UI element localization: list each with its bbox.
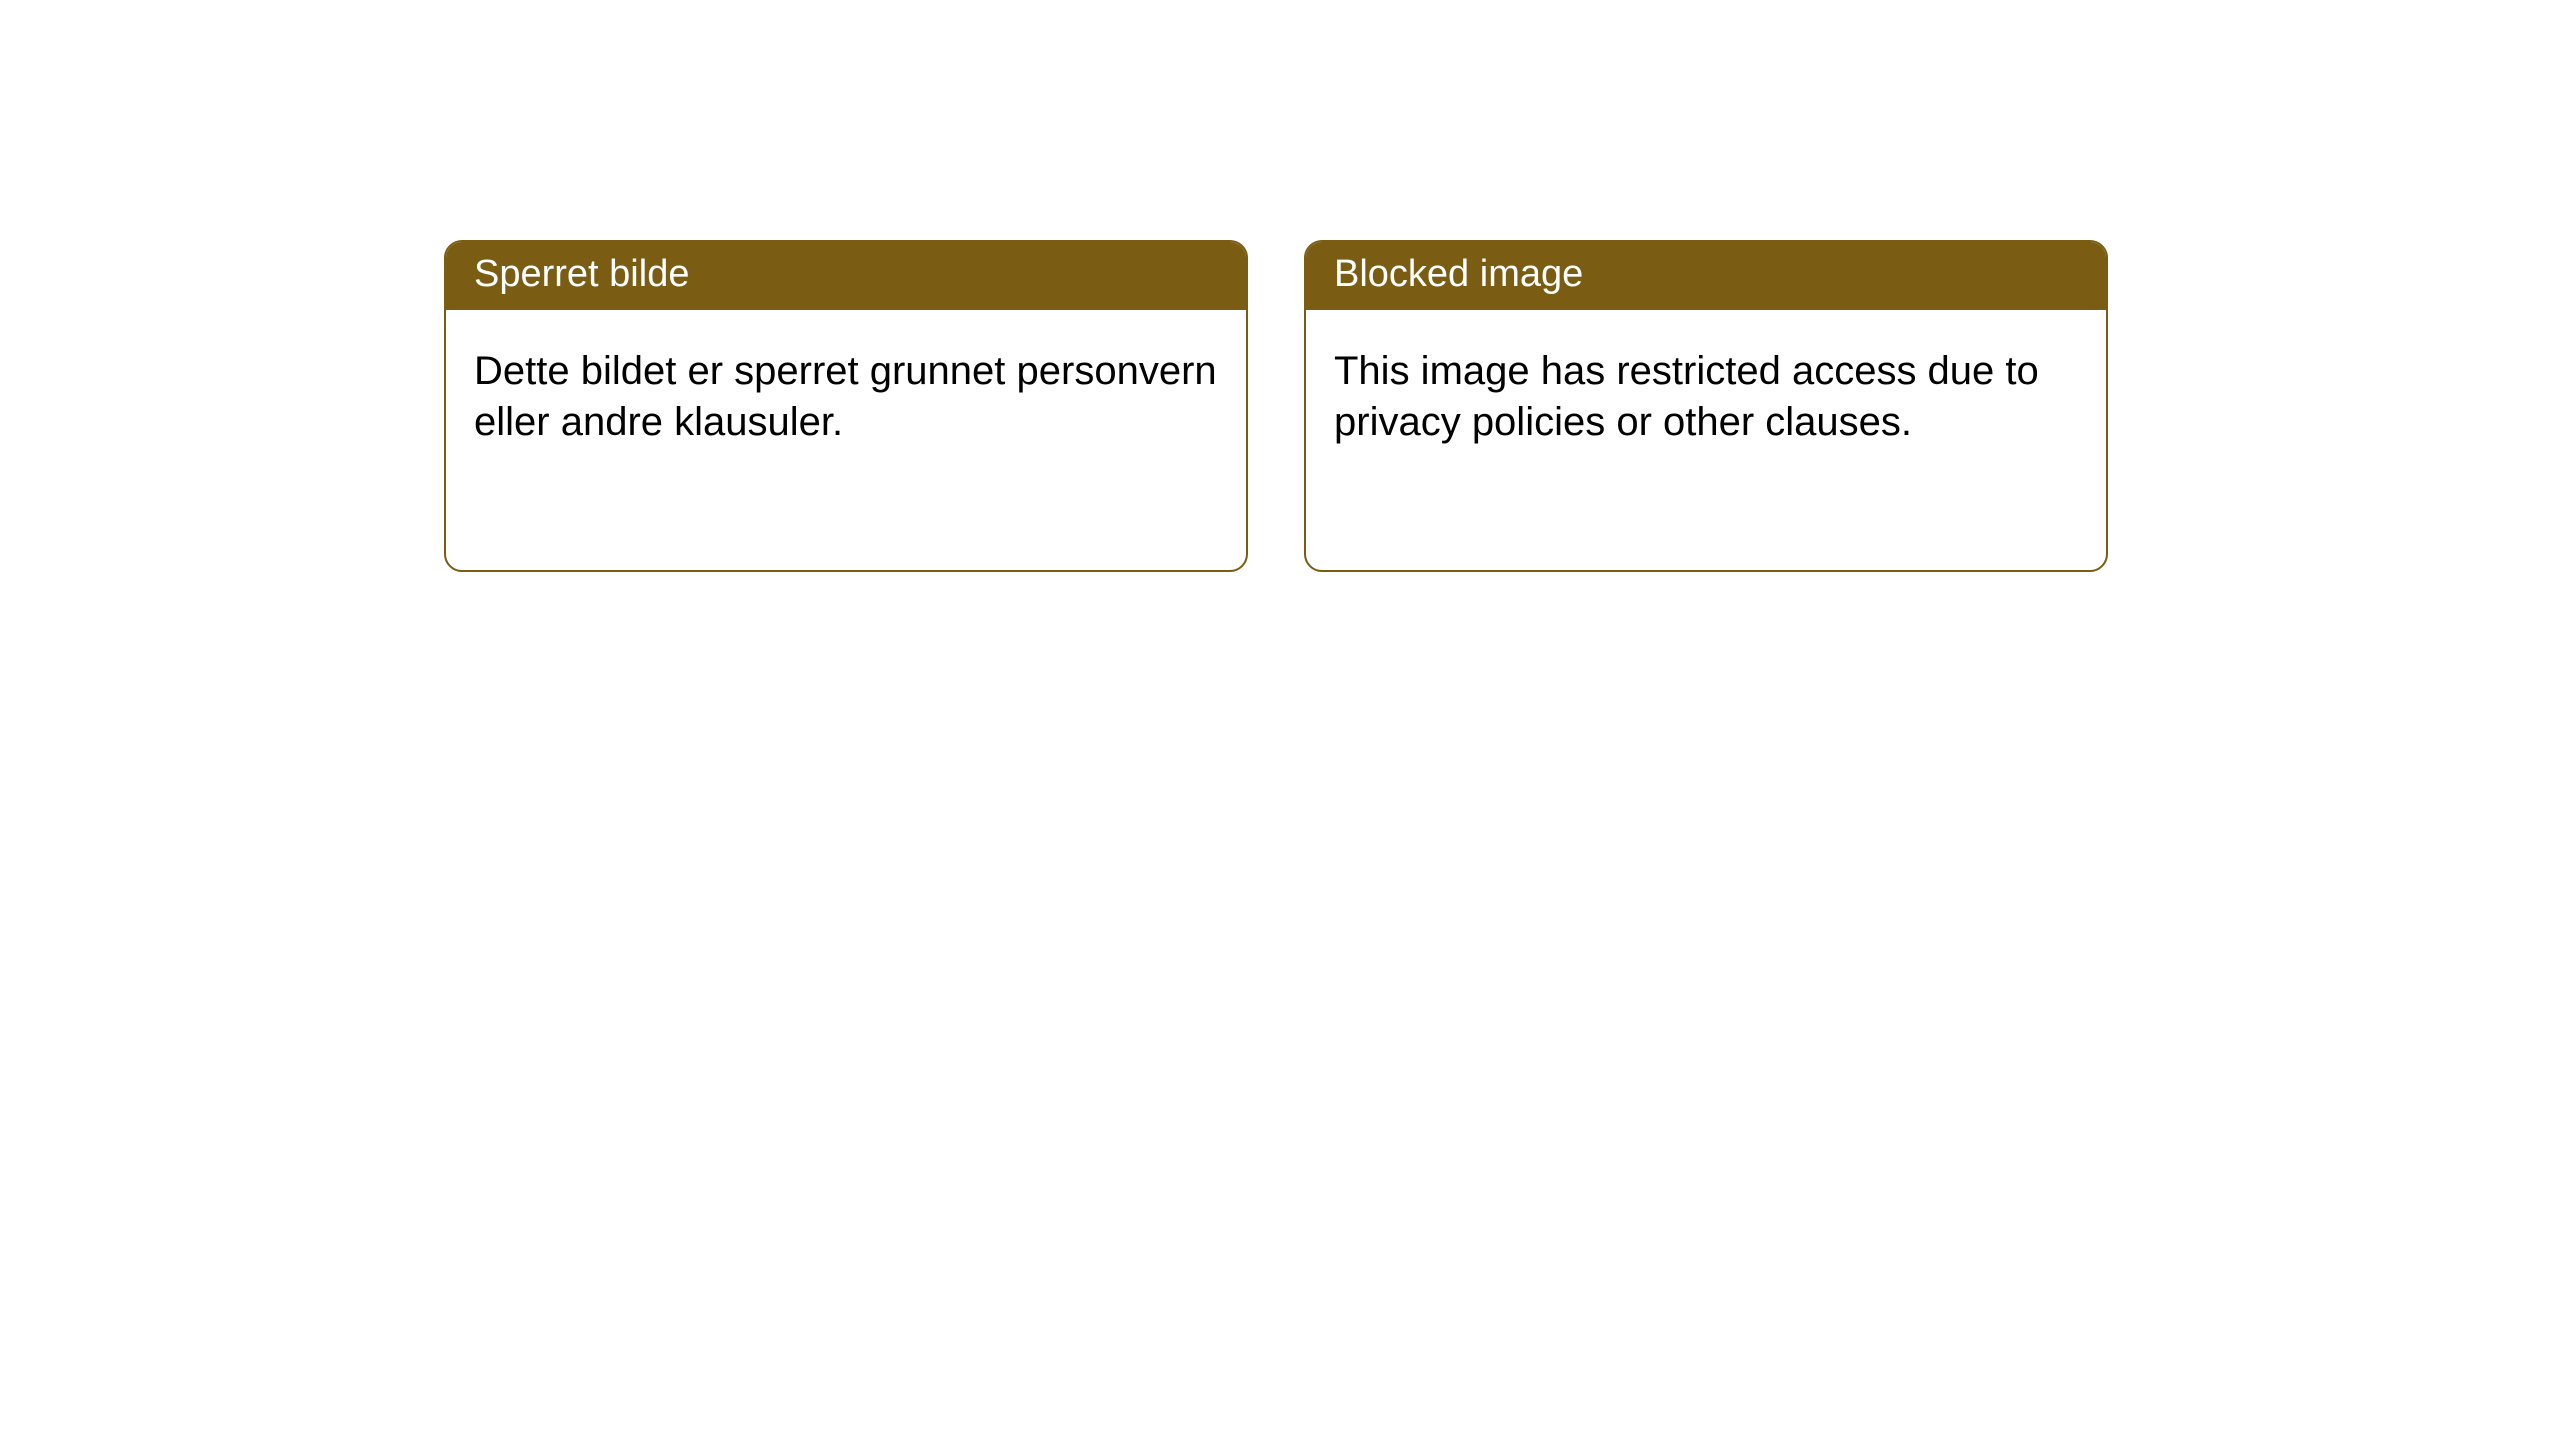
blocked-image-card-no: Sperret bilde Dette bildet er sperret gr…: [444, 240, 1248, 572]
card-header-en: Blocked image: [1306, 242, 2106, 310]
card-body-en: This image has restricted access due to …: [1306, 310, 2106, 476]
card-body-no: Dette bildet er sperret grunnet personve…: [446, 310, 1246, 476]
card-header-no: Sperret bilde: [446, 242, 1246, 310]
blocked-image-cards: Sperret bilde Dette bildet er sperret gr…: [444, 240, 2108, 572]
blocked-image-card-en: Blocked image This image has restricted …: [1304, 240, 2108, 572]
